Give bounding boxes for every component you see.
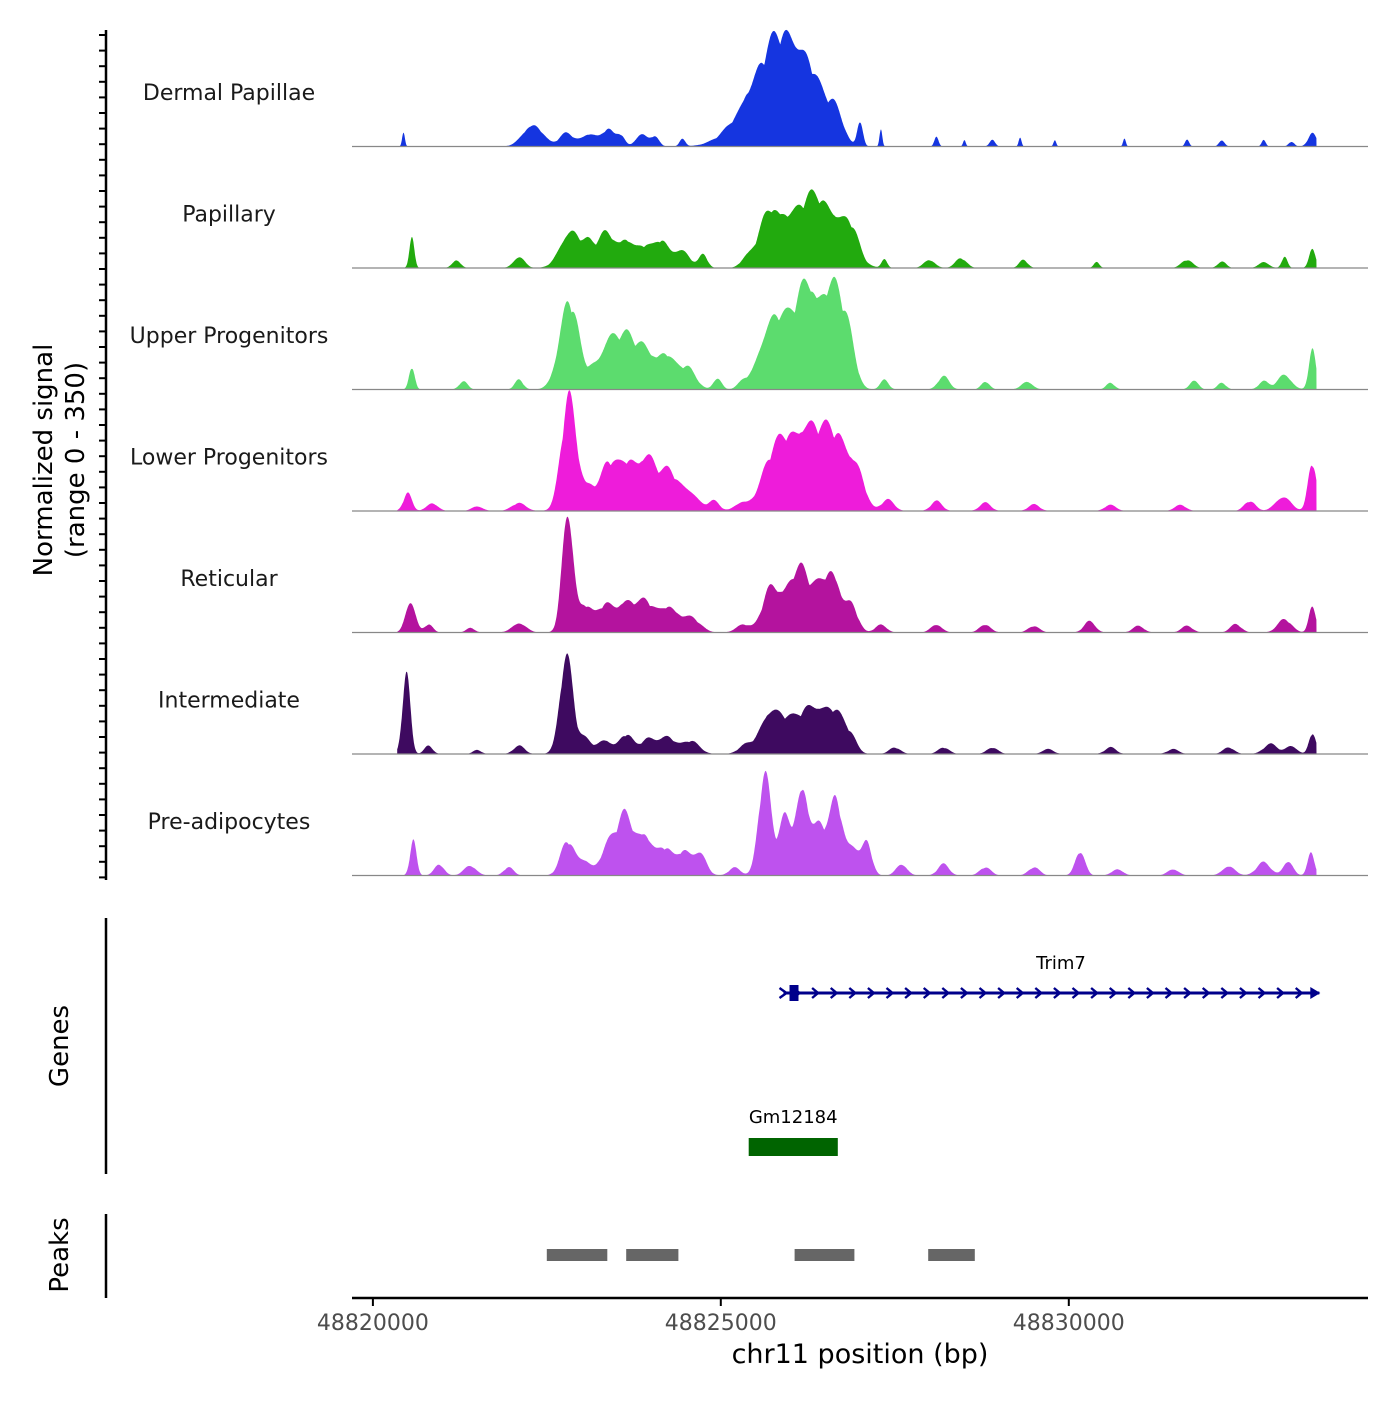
track-label: Reticular xyxy=(180,567,278,592)
strand-arrow xyxy=(1164,987,1174,999)
track-papillary: Papillary xyxy=(182,189,1368,269)
strand-arrow xyxy=(829,987,839,999)
strand-arrow xyxy=(848,987,858,999)
track-reticular: Reticular xyxy=(180,516,1368,634)
strand-arrow xyxy=(1276,987,1285,999)
genes-track-title: Genes xyxy=(45,1005,75,1087)
strand-arrow xyxy=(997,987,1006,999)
strand-arrow xyxy=(1294,987,1304,999)
gene-gm12184: Gm12184 xyxy=(748,1107,838,1156)
track-label: Pre-adipocytes xyxy=(148,810,311,835)
signal-tracks: Dermal Papillae Papillary Upper Progenitor… xyxy=(130,29,1368,877)
coverage-area xyxy=(397,770,1317,876)
strand-arrow xyxy=(960,987,969,999)
track-label: Dermal Papillae xyxy=(143,81,315,106)
strand-arrow xyxy=(1183,987,1192,999)
peak-track xyxy=(546,1249,975,1261)
strand-arrow xyxy=(1220,987,1230,999)
strand-arrow xyxy=(1015,987,1025,999)
track-dermal-papillae: Dermal Papillae xyxy=(143,29,1368,148)
strand-arrow xyxy=(1257,987,1267,999)
strand-arrow xyxy=(904,987,913,999)
strand-arrow xyxy=(778,987,789,999)
y-axis-ticks xyxy=(99,34,106,879)
track-label: Lower Progenitors xyxy=(130,446,328,471)
gene-trim7: Trim7 xyxy=(778,953,1321,1001)
strand-arrow xyxy=(1071,987,1081,999)
strand-arrow xyxy=(1201,987,1211,999)
x-tick-label: 48825000 xyxy=(665,1311,777,1336)
gene-track: Trim7 Gm12184 xyxy=(748,953,1321,1156)
strand-arrow xyxy=(867,987,876,999)
peak-region xyxy=(928,1249,975,1261)
strand-arrow xyxy=(1127,987,1137,999)
y-axis-title-line1: Normalized signal xyxy=(29,344,59,577)
strand-arrow xyxy=(885,987,895,999)
track-label: Upper Progenitors xyxy=(130,324,329,349)
strand-arrow xyxy=(1034,987,1044,999)
coverage-area xyxy=(397,653,1317,754)
peaks-track-title: Peaks xyxy=(45,1217,75,1292)
strand-arrow xyxy=(1146,987,1155,999)
coverage-area xyxy=(397,390,1317,511)
strand-arrow xyxy=(1090,987,1099,999)
y-axis-title: Normalized signal (range 0 - 350) xyxy=(29,344,91,577)
peak-region xyxy=(626,1249,679,1261)
track-lower-progenitors: Lower Progenitors xyxy=(130,390,1368,512)
coverage-area xyxy=(397,29,1317,147)
coverage-area xyxy=(397,189,1317,268)
peak-region xyxy=(794,1249,855,1261)
strand-arrow xyxy=(1053,987,1062,999)
gene-exon xyxy=(789,985,799,1001)
track-label: Intermediate xyxy=(158,689,300,714)
track-intermediate: Intermediate xyxy=(158,653,1368,755)
strand-arrow xyxy=(922,987,932,999)
track-pre-adipocytes: Pre-adipocytes xyxy=(148,770,1368,877)
gene-label: Trim7 xyxy=(1035,953,1086,974)
x-axis-title: chr11 position (bp) xyxy=(732,1339,989,1370)
x-tick-label: 48830000 xyxy=(1013,1311,1125,1336)
strand-arrow xyxy=(978,987,988,999)
strand-arrow xyxy=(941,987,951,999)
x-axis: 48820000 48825000 48830000 xyxy=(317,1298,1125,1336)
strand-arrow xyxy=(1108,987,1118,999)
gene-label: Gm12184 xyxy=(749,1107,838,1128)
peak-region xyxy=(546,1249,608,1261)
coverage-area xyxy=(397,516,1317,633)
strand-arrow xyxy=(1239,987,1248,999)
track-upper-progenitors: Upper Progenitors xyxy=(130,276,1368,391)
strand-arrow xyxy=(811,987,820,999)
x-tick-label: 48820000 xyxy=(317,1311,429,1336)
track-label: Papillary xyxy=(182,203,276,228)
gene-exon xyxy=(748,1138,838,1156)
coverage-area xyxy=(397,276,1317,390)
y-axis-title-line2: (range 0 - 350) xyxy=(61,362,91,558)
strand-arrow-end xyxy=(1310,987,1321,999)
